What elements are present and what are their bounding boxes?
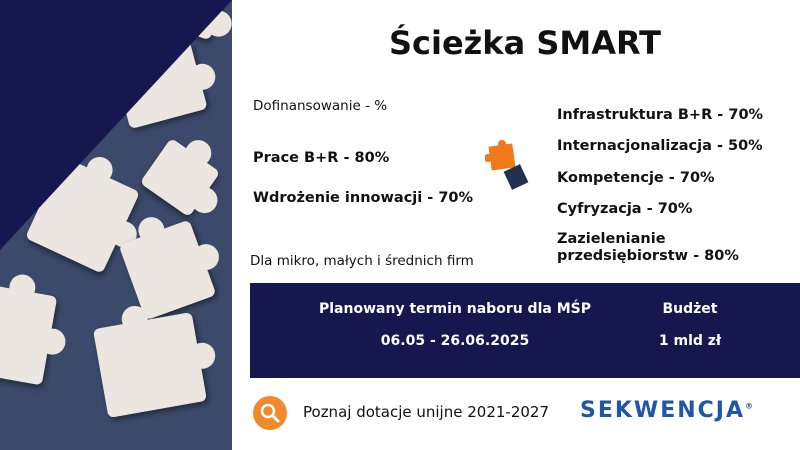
left-item: Prace B+R - 80% [253, 150, 390, 166]
search-icon[interactable] [253, 396, 287, 430]
right-item: Infrastruktura B+R - 70% [557, 107, 764, 123]
term-value: 06.05 - 26.06.2025 [380, 333, 530, 349]
funding-label: Dofinansowanie - % [253, 98, 388, 114]
right-item: Internacjonalizacja - 50% [557, 138, 763, 154]
registered-mark: ® [745, 401, 755, 411]
info-band: Planowany termin naboru dla MŚP 06.05 - … [250, 283, 800, 378]
right-item: Kompetencje - 70% [557, 170, 715, 186]
right-item: Cyfryzacja - 70% [557, 201, 693, 217]
right-item: przedsiębiorstw - 80% [557, 248, 739, 264]
puzzle-icon [485, 140, 529, 190]
budget-label: Budżet [662, 301, 718, 317]
logo-text: SEKWENCJA [580, 398, 745, 423]
sekwencja-logo: SEKWENCJA® [580, 398, 755, 423]
page-title: Ścieżka SMART [388, 24, 661, 62]
term-label: Planowany termin naboru dla MŚP [319, 301, 591, 317]
left-item: Wdrożenie innowacji - 70% [253, 190, 474, 206]
audience-text: Dla mikro, małych i średnich firm [250, 253, 474, 269]
right-item: Zazielenianie [557, 231, 666, 247]
footer-link[interactable]: Poznaj dotacje unijne 2021-2027 [303, 403, 549, 421]
puzzle-photo [0, 0, 232, 450]
budget-value: 1 mld zł [658, 333, 722, 349]
